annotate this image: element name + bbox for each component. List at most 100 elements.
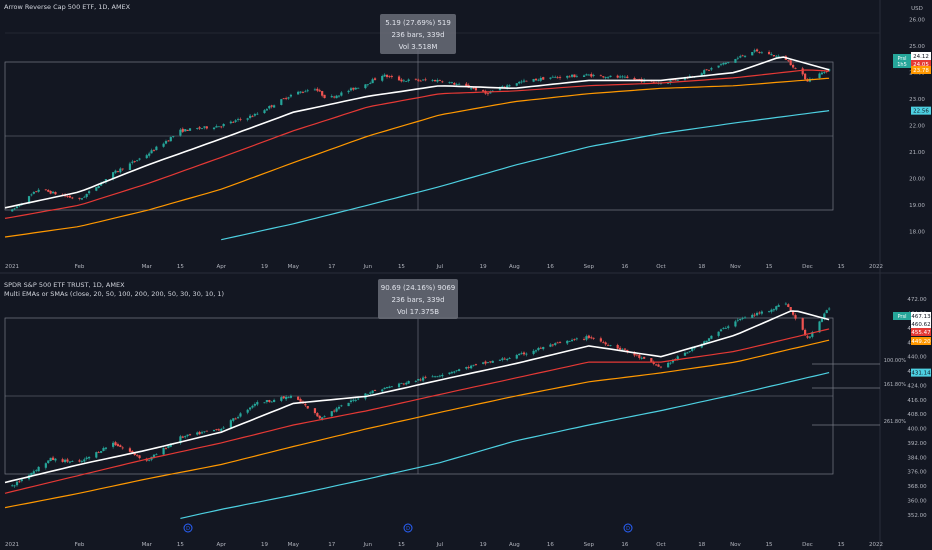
candle bbox=[472, 87, 475, 90]
candle bbox=[520, 79, 523, 84]
candle bbox=[558, 341, 562, 344]
candle bbox=[400, 382, 403, 384]
candle bbox=[373, 389, 377, 391]
candle bbox=[506, 357, 509, 362]
bottom-measure-tool[interactable]: 90.69 (24.16%) 9069 236 bars, 339d Vol 1… bbox=[4, 279, 906, 533]
dividend-marker[interactable]: D bbox=[403, 523, 413, 533]
svg-text:Prsl: Prsl bbox=[898, 314, 907, 320]
ema-50-line[interactable] bbox=[4, 69, 830, 219]
candle bbox=[273, 104, 276, 108]
candle bbox=[220, 126, 223, 129]
bottom-measure-box bbox=[378, 279, 458, 319]
ema-100-line[interactable] bbox=[4, 77, 830, 238]
candle bbox=[83, 195, 86, 198]
candle bbox=[522, 351, 526, 356]
candle bbox=[148, 459, 151, 462]
candle bbox=[181, 435, 184, 439]
candle bbox=[236, 415, 240, 419]
dividend-marker[interactable]: D bbox=[183, 523, 193, 533]
candle bbox=[388, 75, 391, 79]
candle bbox=[734, 319, 737, 328]
candle bbox=[15, 480, 19, 487]
candle bbox=[381, 74, 384, 83]
candle bbox=[49, 190, 52, 195]
candle bbox=[667, 361, 670, 368]
candle bbox=[188, 433, 192, 436]
bottom-measure-line3: Vol 17.375B bbox=[397, 308, 439, 316]
candle bbox=[13, 484, 16, 488]
candle bbox=[203, 126, 206, 130]
svg-text:D: D bbox=[186, 526, 190, 532]
ema-200-line[interactable] bbox=[221, 110, 830, 241]
candle bbox=[306, 88, 309, 93]
candle bbox=[280, 98, 283, 106]
top-measure-line1: 5.19 (27.69%) 519 bbox=[385, 19, 451, 27]
candle bbox=[719, 328, 723, 332]
candle bbox=[330, 94, 333, 98]
candle bbox=[520, 351, 523, 355]
candle bbox=[448, 372, 451, 375]
svg-text:D: D bbox=[626, 526, 630, 532]
candle bbox=[772, 54, 775, 57]
candle bbox=[590, 335, 593, 340]
bottom-time-axis[interactable]: 2021 Feb Mar 15 Apr 19 May 17 Jun 15 Jul 19 Aug 16 Sep… bbox=[5, 542, 883, 548]
candle bbox=[333, 409, 336, 413]
candle bbox=[659, 366, 663, 369]
candle bbox=[503, 357, 506, 360]
candle bbox=[390, 386, 393, 388]
ema-20-line[interactable] bbox=[4, 56, 830, 209]
top-ema200-tag-bg bbox=[911, 106, 931, 115]
top-plot-area[interactable] bbox=[4, 48, 831, 241]
candle bbox=[162, 447, 165, 456]
candle bbox=[688, 351, 691, 353]
bottom-plot-area[interactable] bbox=[4, 302, 831, 519]
candle bbox=[196, 431, 199, 436]
ema-50-line[interactable] bbox=[4, 328, 830, 494]
candle bbox=[11, 208, 14, 212]
candle bbox=[287, 396, 290, 399]
candle bbox=[253, 112, 256, 117]
x-tick-label: Sep bbox=[584, 542, 595, 548]
candle bbox=[455, 82, 458, 86]
top-time-axis[interactable]: 2021 Feb Mar 15 Apr 19 May 17 Jun 15 Jul 19 Aug 16 Sep… bbox=[5, 264, 883, 270]
candle bbox=[431, 374, 434, 378]
bottom-last-price-bg bbox=[911, 312, 931, 320]
ema-200-line[interactable] bbox=[180, 372, 830, 519]
candle bbox=[229, 120, 232, 125]
candle bbox=[212, 127, 216, 131]
top-ema100-price: 23.78 bbox=[913, 68, 929, 74]
candle bbox=[501, 356, 504, 362]
candle bbox=[11, 484, 14, 487]
candle bbox=[537, 78, 540, 82]
candle bbox=[390, 74, 393, 79]
candle bbox=[484, 360, 487, 366]
candle bbox=[285, 96, 288, 101]
candle bbox=[474, 363, 478, 366]
x-tick-label: Jul bbox=[436, 264, 444, 270]
candle bbox=[549, 77, 552, 80]
candle bbox=[573, 74, 576, 78]
candle bbox=[78, 458, 81, 463]
ema-20-line[interactable] bbox=[4, 310, 830, 484]
ema-100-line[interactable] bbox=[4, 339, 830, 509]
bottom-ema200-price-bg bbox=[911, 368, 931, 377]
dividend-marker[interactable]: D bbox=[623, 523, 633, 533]
candle bbox=[770, 52, 773, 56]
top-measure-tool[interactable]: 5.19 (27.69%) 519 236 bars, 339d Vol 3.5… bbox=[4, 14, 880, 211]
candle bbox=[575, 74, 578, 78]
bottom-y-tick-label: 360.00 bbox=[907, 498, 927, 504]
bottom-y-tick-label: 392.00 bbox=[907, 441, 927, 447]
candle bbox=[155, 145, 158, 151]
candle bbox=[215, 124, 218, 128]
candle bbox=[609, 75, 612, 78]
candle bbox=[44, 462, 47, 470]
candle bbox=[234, 417, 237, 420]
candle bbox=[80, 459, 83, 463]
candle bbox=[44, 189, 47, 191]
candle bbox=[424, 77, 427, 82]
candle bbox=[789, 306, 792, 311]
candle bbox=[707, 337, 711, 343]
x-tick-label: 15 bbox=[838, 264, 845, 270]
candle bbox=[66, 457, 69, 463]
